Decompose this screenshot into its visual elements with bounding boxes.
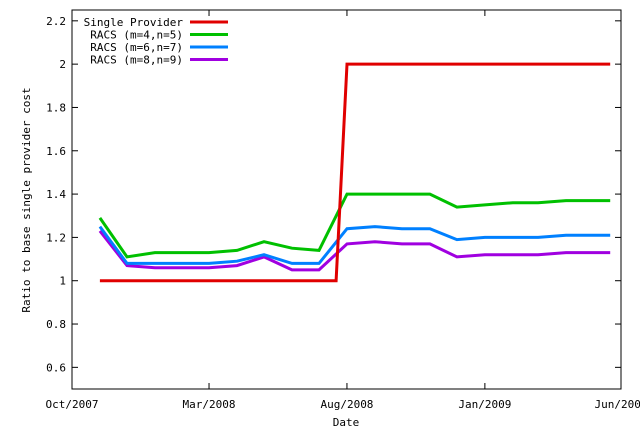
series-lines — [98, 62, 611, 283]
y-tick-label: 1.2 — [46, 231, 66, 244]
y-tick-label: 0.6 — [46, 361, 66, 374]
legend-label: RACS (m=4,n=5) — [90, 29, 183, 42]
y-tick-label: 1.8 — [46, 101, 66, 114]
x-tick-label: Mar/2008 — [183, 398, 236, 411]
x-tick-label: Aug/2008 — [320, 398, 373, 411]
x-tick-label: Oct/2007 — [46, 398, 99, 411]
axis-ticks: 0.6 0.8 1 1.2 1.4 1.6 1.8 2 2.2 Oct/2007 Mar/2008 A… — [46, 10, 640, 411]
y-tick-label: 0.8 — [46, 318, 66, 331]
series-line-racs-m-4-n-5 — [98, 192, 611, 259]
y-tick-label: 1.6 — [46, 145, 66, 158]
series-line-racs-m-8-n-9 — [98, 229, 611, 272]
legend-label: RACS (m=8,n=9) — [90, 54, 183, 67]
y-tick-label: 1 — [59, 275, 66, 288]
y-tick-label: 2.2 — [46, 15, 66, 28]
x-tick-label: Jan/2009 — [458, 398, 511, 411]
series-line-racs-m-6-n-7 — [98, 225, 611, 265]
y-axis-label: Ratio to base single provider cost — [20, 87, 33, 312]
y-tick-label: 2 — [59, 58, 66, 71]
x-tick-label: Jun/2009 — [595, 398, 640, 411]
legend-label: RACS (m=6,n=7) — [90, 41, 183, 54]
plot-frame — [71, 9, 622, 390]
x-axis-label: Date — [333, 416, 360, 429]
y-tick-label: 1.4 — [46, 188, 66, 201]
legend-label: Single Provider — [84, 16, 184, 29]
series-line-single-provider — [99, 62, 611, 283]
